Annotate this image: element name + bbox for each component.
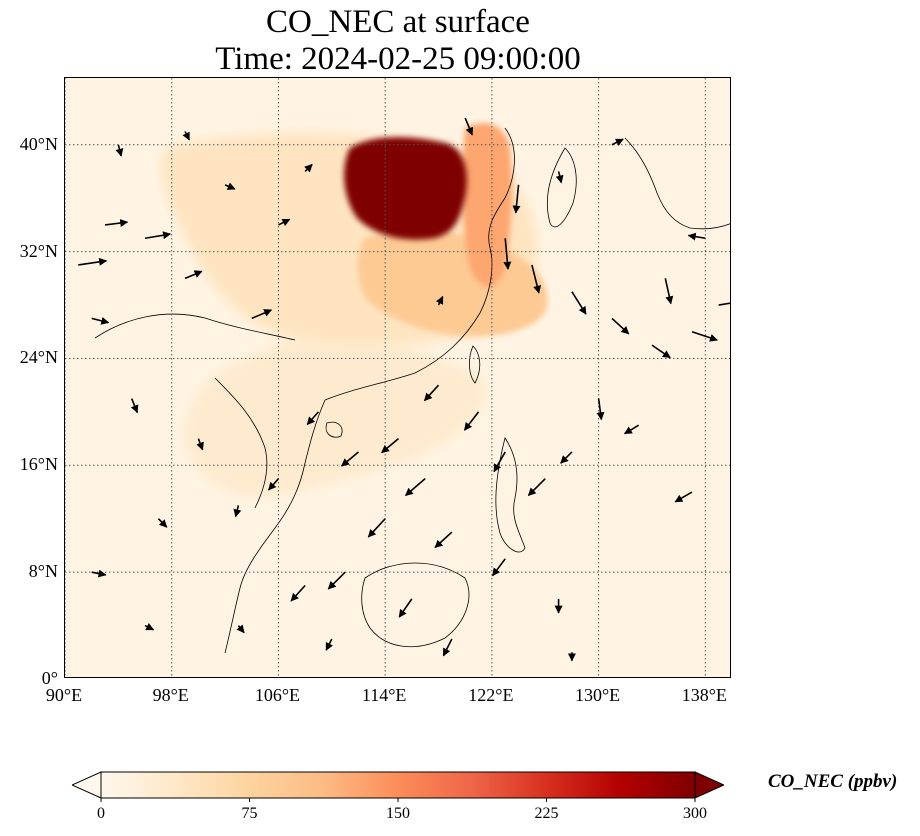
wind-vectors [78,117,730,662]
wind-arrow [184,270,203,280]
lon-tick-label: 90°E [45,685,83,705]
region-east-coast-band [462,123,513,287]
lat-tick-label: 24°N [19,347,58,368]
region-south-china-haze [184,332,487,498]
hainan-outline [325,421,343,438]
wind-arrow [560,451,573,464]
wind-arrow [91,316,110,325]
colorbar-extend-max [694,771,724,799]
colorbar-tick-label: 0 [97,805,105,822]
philippines-outline [495,437,526,553]
wind-arrow [144,622,155,631]
wind-arrow [531,264,542,294]
colorbar-ticks [100,798,696,802]
colorbar-tick-label: 225 [534,805,559,822]
wind-arrow [251,309,273,320]
wind-arrow [512,184,521,214]
gridlines [65,78,730,677]
wind-arrow [381,437,400,454]
wind-arrow [463,411,480,431]
wind-arrow [611,317,630,335]
wind-arrow [691,330,718,342]
wind-arrow [398,598,413,618]
wind-arrow [268,478,280,491]
wind-arrow [130,398,139,414]
japan-outline [624,137,730,230]
wind-arrow [435,295,444,306]
indochina-coastline [224,399,326,654]
wind-arrow [527,478,546,497]
wind-arrow [596,398,605,421]
wind-arrow [278,218,291,227]
wind-arrow [555,171,564,184]
wind-arrow [404,478,426,497]
wind-arrow [224,182,236,190]
wind-arrow [651,344,671,359]
china-coastline [324,127,515,401]
wind-arrow [341,451,359,467]
lon-tick-label: 114°E [361,685,407,705]
lat-tick-label: 0° [41,668,58,688]
lat-tick-label: 8°N [28,561,58,582]
wind-arrow [144,231,172,240]
indochina-border [214,377,268,509]
wind-arrow [503,238,512,270]
wind-arrow [157,518,168,528]
wind-arrow [115,144,124,157]
wind-arrow [442,638,453,657]
lon-tick-label: 122°E [468,685,514,705]
wind-arrow [493,451,506,473]
coastlines [94,127,730,654]
wind-arrow [196,438,204,451]
co-concentration-field [161,123,548,498]
colorbar-tick-label: 300 [683,805,707,822]
wind-arrow [664,278,674,305]
wind-arrow [104,219,129,227]
wind-arrow [718,302,730,306]
wind-arrow [327,571,346,590]
lon-tick-label: 130°E [574,685,621,705]
colorbar [72,771,724,802]
wind-arrow [290,584,306,602]
plot-subtitle-time: Time: 2024-02-25 09:00:00 [215,41,581,77]
china-border [94,313,296,341]
wind-arrow [464,117,474,136]
wind-arrow [236,624,245,634]
colorbar-label: CO_NEC (ppbv) [768,771,898,792]
map-panel [64,77,731,678]
wind-arrow [571,291,587,315]
lon-tick-label: 98°E [152,685,189,705]
wind-arrow [367,518,386,538]
wind-arrow [491,558,506,577]
wind-arrow [306,411,320,426]
colorbar-tick-label: 75 [241,805,258,822]
wind-arrow [304,163,313,173]
plot-title: CO_NEC at surface [266,4,530,40]
borneo-outline [361,562,470,648]
lat-tick-label: 32°N [19,240,58,261]
wind-arrow [674,491,693,503]
colorbar-extend-min [72,771,102,799]
wind-arrow [182,131,190,141]
wind-arrow [687,232,706,241]
wind-arrow [78,257,108,266]
lon-tick-label: 138°E [681,685,727,705]
lat-tick-label: 40°N [19,133,58,154]
colorbar-tick-label: 150 [386,805,410,822]
korea-outline [546,147,577,228]
wind-arrow [623,424,640,435]
lon-tick-label: 106°E [254,685,301,705]
wind-arrow [423,384,440,402]
wind-arrow [233,505,242,518]
colorbar-gradient [100,771,696,799]
wind-arrow [434,531,453,549]
lat-tick-label: 16°N [19,454,58,475]
wind-arrow [91,569,107,578]
map-canvas [65,78,730,677]
wind-arrow [611,138,624,146]
wind-arrow [325,638,333,651]
region-north-china-plain [344,137,467,240]
